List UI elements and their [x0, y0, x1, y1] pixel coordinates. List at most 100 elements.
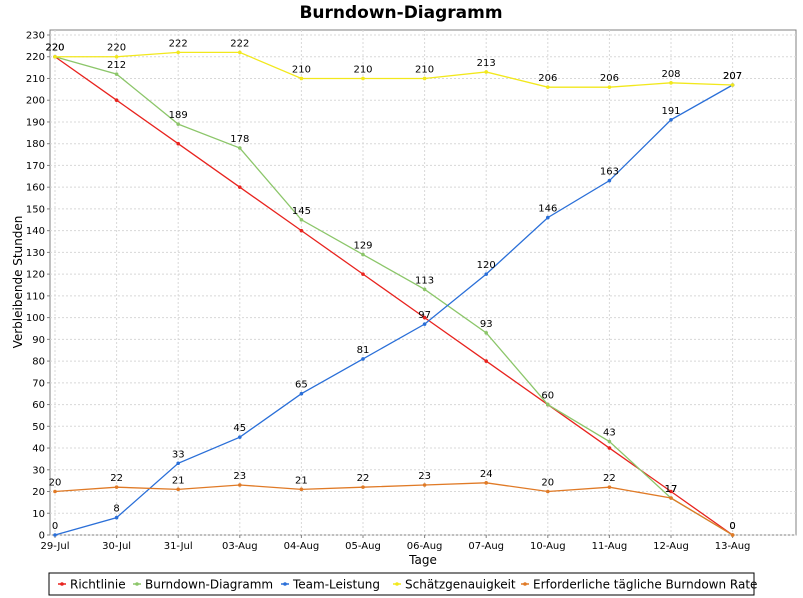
data-point — [176, 487, 180, 492]
data-point — [299, 228, 304, 233]
data-label: 17 — [665, 484, 678, 495]
series-lines — [53, 50, 735, 537]
data-label: 8 — [113, 504, 119, 515]
data-point — [422, 315, 427, 320]
data-label: 97 — [418, 310, 431, 321]
series-line — [54, 56, 733, 536]
data-point — [607, 485, 612, 489]
y-tick-label: 170 — [26, 161, 45, 172]
y-tick-label: 230 — [26, 31, 45, 42]
data-point — [546, 215, 550, 220]
data-label: 189 — [169, 110, 188, 121]
y-axis-label: Verbleibende Stunden — [11, 216, 25, 349]
data-label: 207 — [723, 71, 742, 82]
data-point — [484, 481, 489, 485]
data-label: 23 — [233, 471, 246, 482]
data-labels: 220 212 189 178 145 129 113 93 60 43 17 0 0 8 33 45 65 81… — [45, 38, 742, 532]
data-point — [607, 439, 612, 444]
data-label: 0 — [52, 521, 58, 532]
data-label: 222 — [169, 38, 188, 49]
data-label: 33 — [172, 449, 185, 460]
x-tick-label: 31-Jul — [164, 541, 193, 552]
data-point — [299, 76, 304, 81]
data-label: 20 — [541, 478, 554, 489]
y-tick-label: 60 — [32, 400, 45, 411]
x-tick-label: 10-Aug — [530, 541, 566, 552]
data-point — [422, 322, 427, 326]
data-point — [176, 461, 180, 466]
data-point — [422, 483, 427, 487]
data-point — [484, 331, 489, 335]
data-label: 23 — [418, 471, 431, 482]
y-tick-label: 10 — [32, 509, 45, 520]
data-point — [361, 76, 365, 81]
legend: Richtlinie Burndown-Diagramm Team-Leistung… — [48, 572, 757, 596]
data-label: 45 — [233, 423, 246, 434]
data-point — [484, 272, 489, 276]
x-tick-label: 03-Aug — [222, 541, 258, 552]
data-label: 22 — [357, 473, 370, 484]
data-point — [53, 533, 57, 537]
data-point — [669, 117, 673, 122]
data-label: 17 — [665, 484, 678, 495]
data-label: 21 — [172, 475, 185, 486]
legend-marker — [283, 582, 287, 586]
data-label: 222 — [230, 38, 249, 49]
x-tick-label: 06-Aug — [407, 541, 443, 552]
data-point — [484, 359, 489, 363]
data-point — [422, 76, 427, 81]
data-point — [238, 483, 242, 487]
data-point — [484, 70, 489, 74]
y-tick-label: 120 — [26, 270, 45, 281]
y-tick-label: 40 — [32, 444, 45, 455]
data-label: 21 — [295, 475, 308, 486]
y-tick-label: 160 — [26, 183, 45, 194]
data-point — [730, 533, 735, 537]
data-point — [114, 54, 119, 59]
data-point — [607, 85, 612, 89]
axes: 0102030405060708090100110120130140150160… — [26, 31, 751, 553]
legend-entry-label: Erforderliche tägliche Burndown Rate — [533, 578, 757, 592]
data-point — [361, 357, 365, 361]
data-label: 220 — [45, 43, 64, 54]
y-tick-label: 180 — [26, 139, 45, 150]
legend-box — [48, 572, 755, 596]
y-tick-label: 70 — [32, 378, 45, 389]
data-label: 93 — [480, 319, 493, 330]
series-line — [54, 56, 733, 536]
x-tick-label: 30-Jul — [102, 541, 131, 552]
data-label: 208 — [661, 69, 680, 80]
data-label: 0 — [729, 521, 735, 532]
data-label: 65 — [295, 380, 308, 391]
y-tick-label: 90 — [32, 335, 45, 346]
legend-marker — [60, 582, 64, 586]
y-tick-label: 190 — [26, 117, 45, 128]
data-label: 129 — [353, 241, 372, 252]
y-tick-label: 80 — [32, 357, 45, 368]
data-label: 81 — [357, 345, 370, 356]
x-tick-label: 12-Aug — [653, 541, 689, 552]
data-point — [361, 252, 365, 257]
data-point — [53, 489, 57, 494]
y-tick-label: 220 — [26, 52, 45, 63]
data-point — [546, 85, 550, 89]
y-tick-label: 0 — [39, 531, 45, 542]
data-point — [669, 489, 673, 494]
y-tick-label: 210 — [26, 74, 45, 85]
data-point — [546, 402, 550, 407]
data-label: 207 — [723, 71, 742, 82]
series-line — [55, 51, 733, 88]
legend-marker — [395, 582, 399, 586]
legend-marker — [135, 582, 139, 586]
data-point — [53, 54, 57, 59]
data-point — [422, 287, 427, 292]
series-line — [54, 84, 733, 536]
data-label: 43 — [603, 428, 616, 439]
y-tick-label: 50 — [32, 422, 45, 433]
y-tick-label: 110 — [26, 291, 45, 302]
data-label: 191 — [661, 106, 680, 117]
y-tick-label: 130 — [26, 248, 45, 259]
data-label: 60 — [541, 391, 554, 402]
data-label: 210 — [353, 64, 372, 75]
